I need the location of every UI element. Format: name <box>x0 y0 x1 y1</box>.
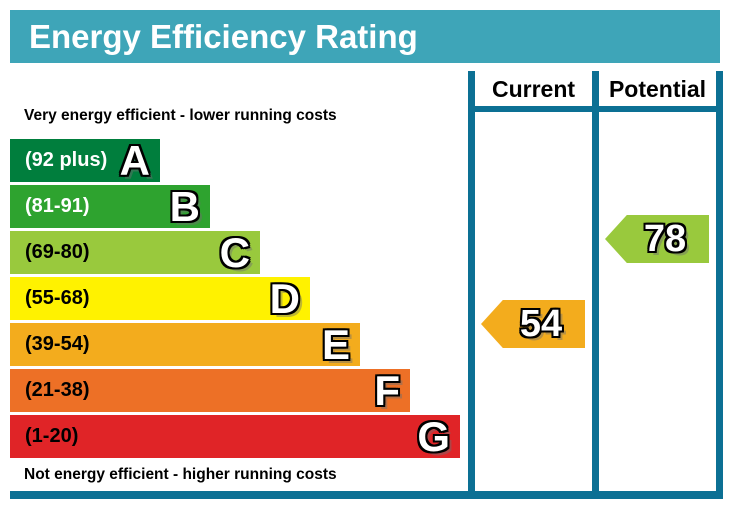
current-rating-arrow: 54 <box>481 300 585 348</box>
band-row-g: (1-20) G <box>10 415 460 458</box>
band-letter: G <box>417 413 450 460</box>
band-range-label: (81-91) <box>25 195 90 217</box>
potential-rating-arrow: 78 <box>605 215 709 263</box>
current-rating-value: 54 <box>519 303 563 345</box>
band-letter: E <box>321 321 350 368</box>
band-letter: C <box>219 229 250 276</box>
band-letter: A <box>119 137 150 184</box>
table-border-left-of-current <box>468 71 475 499</box>
band-row-c: (69-80) C <box>10 231 260 274</box>
table-border-header-underline <box>468 106 723 112</box>
band-row-d: (55-68) D <box>10 277 310 320</box>
band-range-label: (92 plus) <box>25 149 108 171</box>
band-row-f: (21-38) F <box>10 369 410 412</box>
band-row-b: (81-91) B <box>10 185 210 228</box>
bottom-note: Not energy efficient - higher running co… <box>24 466 337 483</box>
band-row-a: (92 plus) A <box>10 139 160 182</box>
top-note: Very energy efficient - lower running co… <box>24 107 337 124</box>
band-range-label: (21-38) <box>25 379 90 401</box>
band-range-label: (69-80) <box>25 241 90 263</box>
band-range-label: (55-68) <box>25 287 90 309</box>
band-letter: B <box>169 183 200 230</box>
band-row-e: (39-54) E <box>10 323 360 366</box>
table-border-bottom <box>10 491 723 499</box>
table-border-column-divider <box>592 71 599 499</box>
current-column-header: Current <box>491 76 576 102</box>
potential-column-header: Potential <box>608 76 707 102</box>
band-letter: F <box>374 367 400 414</box>
band-range-label: (39-54) <box>25 333 90 355</box>
table-border-right <box>716 71 723 499</box>
page-title: Energy Efficiency Rating <box>29 17 418 55</box>
potential-rating-value: 78 <box>643 218 687 260</box>
band-letter: D <box>269 275 300 322</box>
band-range-label: (1-20) <box>25 425 79 447</box>
title-bar: Energy Efficiency Rating <box>10 10 720 63</box>
